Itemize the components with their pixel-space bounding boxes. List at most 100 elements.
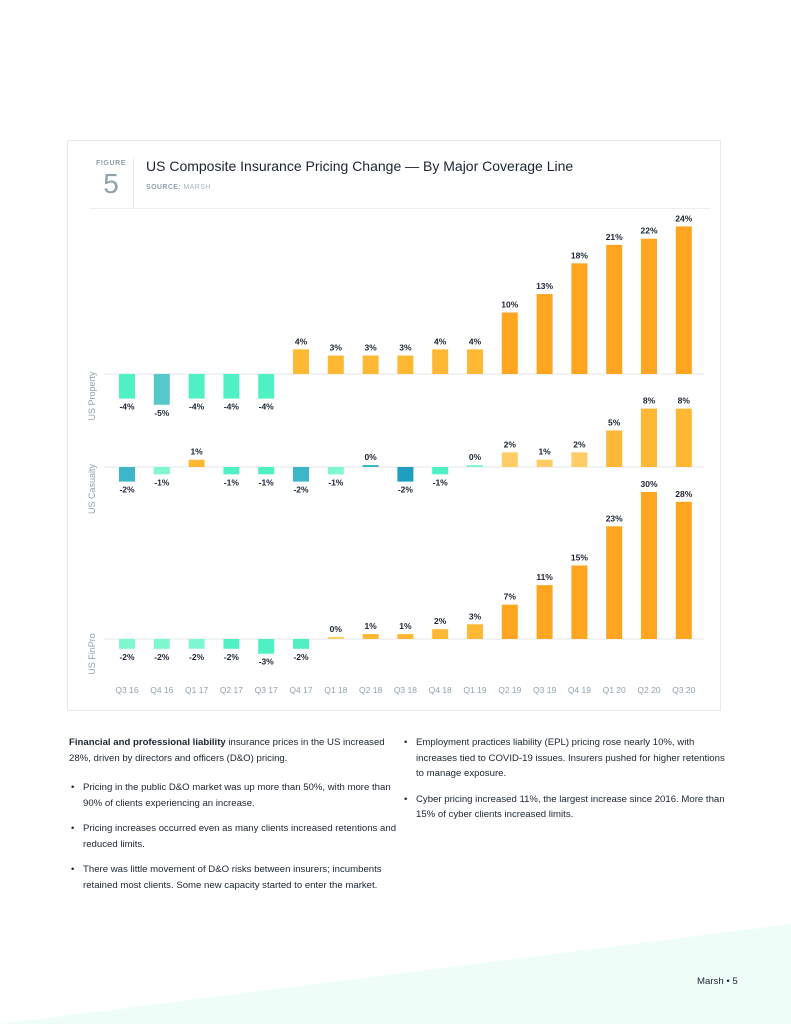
- x-tick-label: Q2 17: [220, 685, 243, 695]
- bar: [641, 408, 657, 467]
- bar: [397, 634, 414, 639]
- x-tick-label: Q4 17: [289, 685, 312, 695]
- bar: [293, 639, 309, 649]
- source-label: SOURCE:: [146, 184, 182, 191]
- bar: [606, 244, 623, 374]
- data-label: -2%: [398, 485, 414, 495]
- bar: [223, 374, 240, 399]
- data-label: 1%: [190, 447, 203, 457]
- bar: [675, 226, 692, 374]
- bar: [327, 637, 344, 639]
- bullet-item: Pricing increases occurred even as many …: [69, 821, 399, 852]
- bar: [432, 349, 449, 374]
- data-label: 30%: [640, 479, 657, 489]
- data-label: -4%: [189, 402, 205, 412]
- bar: [119, 639, 135, 649]
- data-label: 1%: [364, 621, 377, 631]
- right-column-text: Employment practices liability (EPL) pri…: [402, 735, 732, 833]
- data-label: 22%: [640, 226, 657, 236]
- data-label: 15%: [571, 553, 588, 563]
- data-label: 4%: [469, 336, 482, 346]
- data-label: -4%: [224, 402, 240, 412]
- bar: [293, 349, 309, 374]
- source-value: MARSH: [183, 184, 211, 191]
- data-label: 21%: [606, 232, 623, 242]
- bar: [571, 565, 588, 639]
- figure-title: US Composite Insurance Pricing Change — …: [146, 158, 574, 174]
- bar: [362, 634, 379, 639]
- data-label: 3%: [469, 611, 482, 621]
- data-label: 4%: [434, 336, 447, 346]
- bar: [467, 349, 483, 374]
- bar: [467, 465, 483, 467]
- data-label: -3%: [259, 657, 275, 667]
- bar: [501, 452, 518, 467]
- x-tick-label: Q3 20: [672, 685, 695, 695]
- header-divider: [90, 208, 710, 209]
- data-label: 8%: [678, 396, 691, 406]
- data-label: 18%: [571, 250, 588, 260]
- bar: [327, 355, 344, 374]
- data-label: -1%: [259, 477, 275, 487]
- data-label: 1%: [399, 621, 412, 631]
- bar: [188, 459, 205, 467]
- bar: [606, 430, 623, 467]
- bullet-item: Pricing in the public D&O market was up …: [69, 780, 399, 811]
- data-label: 2%: [573, 439, 586, 449]
- x-tick-label: Q3 17: [255, 685, 278, 695]
- data-label: 3%: [330, 343, 343, 353]
- bar: [501, 604, 518, 639]
- data-label: 0%: [330, 624, 343, 634]
- data-label: 4%: [295, 336, 308, 346]
- data-label: -1%: [433, 477, 449, 487]
- data-label: -1%: [224, 477, 240, 487]
- bullet-item: Employment practices liability (EPL) pri…: [402, 735, 732, 782]
- bullet-item: Cyber pricing increased 11%, the largest…: [402, 792, 732, 823]
- bar: [536, 294, 553, 374]
- bar: [397, 355, 414, 374]
- bar: [606, 526, 623, 639]
- bar: [153, 639, 170, 649]
- bar: [119, 374, 135, 399]
- data-label: 2%: [434, 616, 447, 626]
- data-label: 10%: [501, 300, 518, 310]
- right-bullet-list: Employment practices liability (EPL) pri…: [402, 735, 732, 823]
- figure-label: FIGURE: [96, 160, 127, 167]
- data-label: 3%: [364, 343, 377, 353]
- data-label: -2%: [224, 652, 240, 662]
- bar: [501, 312, 518, 374]
- intro-paragraph: Financial and professional liability ins…: [69, 735, 399, 766]
- bar: [641, 492, 657, 639]
- data-label: -4%: [119, 402, 135, 412]
- figure-divider: [133, 158, 134, 208]
- panel-label: US Property: [87, 371, 97, 421]
- x-tick-label: Q3 19: [533, 685, 556, 695]
- x-tick-label: Q2 19: [498, 685, 521, 695]
- data-label: -4%: [259, 402, 275, 412]
- data-label: 1%: [538, 447, 551, 457]
- bar: [188, 374, 205, 399]
- bar: [223, 467, 240, 475]
- bar: [258, 374, 275, 399]
- bar: [397, 467, 414, 482]
- data-label: 23%: [606, 513, 623, 523]
- data-label: -2%: [293, 485, 309, 495]
- data-label: 13%: [536, 281, 553, 291]
- bar: [362, 355, 379, 374]
- data-label: 7%: [504, 592, 517, 602]
- bar: [327, 467, 344, 475]
- bullet-item: There was little movement of D&O risks b…: [69, 862, 399, 893]
- data-label: 2%: [504, 439, 517, 449]
- data-label: 0%: [364, 452, 377, 462]
- data-label: -2%: [293, 652, 309, 662]
- bar: [536, 459, 553, 467]
- bar: [188, 639, 205, 649]
- x-tick-label: Q3 18: [394, 685, 417, 695]
- bar: [223, 639, 240, 649]
- x-tick-label: Q3 16: [115, 685, 138, 695]
- x-tick-label: Q4 18: [429, 685, 452, 695]
- bar: [258, 639, 275, 654]
- data-label: 11%: [536, 572, 553, 582]
